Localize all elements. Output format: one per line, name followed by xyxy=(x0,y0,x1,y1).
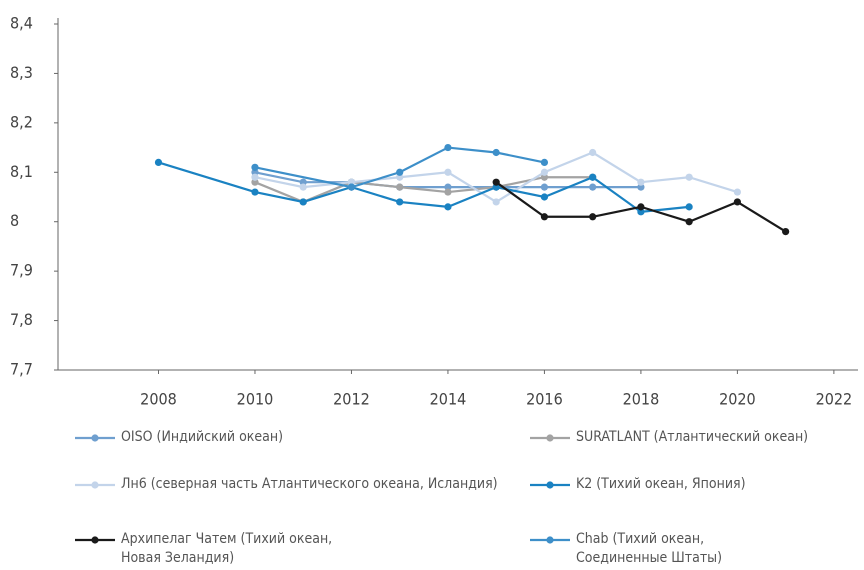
x-tick-label: 2018 xyxy=(623,390,660,409)
point xyxy=(396,198,404,206)
legend-marker xyxy=(546,536,554,544)
legend-label: K2 (Тихий океан, Япония) xyxy=(576,476,746,492)
point xyxy=(396,183,404,191)
chart: 7,7 7,8 7,9 8 8,1 8,2 8,3 8,4 2008 2010 2012 2014 20… xyxy=(10,14,858,409)
y-tick-label: 7,9 xyxy=(10,261,33,280)
point xyxy=(251,163,259,171)
point xyxy=(492,148,500,157)
point xyxy=(444,203,452,211)
legend-marker xyxy=(91,481,99,489)
point xyxy=(396,168,404,176)
point xyxy=(540,193,549,201)
point xyxy=(685,218,693,226)
y-tick-label: 8,3 xyxy=(10,63,33,82)
y-tick-label: 8,4 xyxy=(10,14,33,33)
point xyxy=(444,183,452,191)
point xyxy=(685,203,693,211)
point xyxy=(251,178,259,186)
legend-marker xyxy=(546,434,554,442)
point xyxy=(444,188,452,196)
point xyxy=(589,173,597,181)
point xyxy=(540,183,549,191)
legend-label: Лн6 (северная часть Атлантического океан… xyxy=(121,476,498,492)
x-tick-label: 2022 xyxy=(816,390,853,409)
y-tick-label: 8,1 xyxy=(10,162,33,181)
series-line xyxy=(254,146,545,189)
legend-swatch xyxy=(75,434,115,442)
legend-swatch xyxy=(530,481,570,489)
point xyxy=(733,188,741,196)
point xyxy=(251,168,259,176)
point xyxy=(685,173,693,181)
x-tick-label: 2016 xyxy=(526,390,563,409)
legend-label: SURATLANT (Атлантический океан) xyxy=(576,429,809,445)
point xyxy=(251,173,259,181)
legend-swatch xyxy=(530,536,570,544)
point xyxy=(637,178,645,186)
point xyxy=(589,183,597,191)
legend-swatch xyxy=(530,434,570,442)
y-tick-label: 7,8 xyxy=(10,310,33,329)
point xyxy=(637,203,645,211)
legend-label: Архипелаг Чатем (Тихий океан, Новая Зела… xyxy=(121,531,333,566)
point xyxy=(444,143,452,152)
y-tick-label: 8 xyxy=(10,211,19,230)
point xyxy=(154,158,163,166)
legend-marker xyxy=(91,536,99,544)
legend-swatch xyxy=(75,536,115,544)
point xyxy=(347,183,356,191)
point xyxy=(299,183,307,191)
point xyxy=(540,168,549,176)
point xyxy=(589,148,597,157)
legend-swatch xyxy=(75,481,115,489)
x-tick-label: 2008 xyxy=(140,390,177,409)
legend-label: OISO (Индийский океан) xyxy=(121,429,284,445)
point xyxy=(251,188,259,196)
point xyxy=(540,213,549,221)
legend-marker xyxy=(546,481,554,489)
x-tick-label: 2020 xyxy=(719,390,756,409)
legend-label: Chab (Тихий океан, Соединенные Штаты) xyxy=(576,531,723,566)
y-tick-label: 7,7 xyxy=(10,360,33,379)
x-tick-label: 2012 xyxy=(333,390,370,409)
point xyxy=(444,168,452,176)
point xyxy=(733,198,741,206)
point xyxy=(637,208,645,216)
point xyxy=(782,228,790,236)
point xyxy=(637,183,645,191)
point xyxy=(492,183,500,191)
point xyxy=(589,213,597,221)
point xyxy=(540,173,549,181)
point xyxy=(299,198,307,206)
point xyxy=(492,198,500,206)
x-tick-label: 2010 xyxy=(237,390,274,409)
x-tick-label: 2014 xyxy=(430,390,467,409)
point xyxy=(492,178,500,186)
point xyxy=(299,178,307,186)
point xyxy=(540,158,549,166)
legend-marker xyxy=(91,434,99,442)
point xyxy=(396,173,404,181)
point xyxy=(347,178,356,186)
y-tick-label: 8,2 xyxy=(10,112,33,131)
